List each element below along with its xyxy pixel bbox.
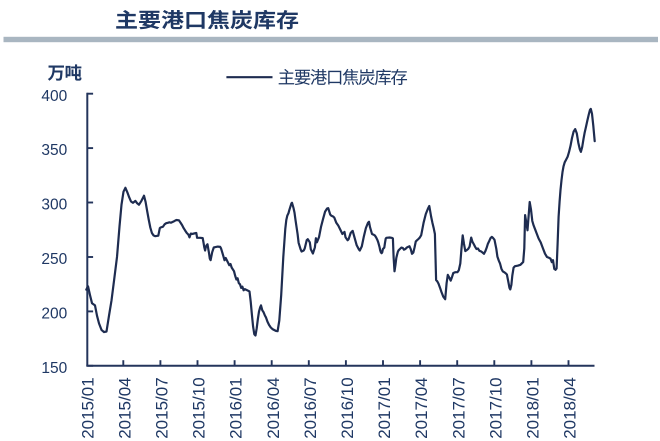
svg-text:200: 200 [41, 305, 67, 322]
svg-text:2017/10: 2017/10 [486, 377, 505, 438]
svg-text:2018/04: 2018/04 [561, 377, 580, 438]
svg-text:2015/01: 2015/01 [78, 377, 97, 438]
svg-text:2017/04: 2017/04 [412, 377, 431, 438]
svg-text:150: 150 [41, 360, 67, 377]
svg-text:2017/01: 2017/01 [375, 377, 394, 438]
svg-text:300: 300 [41, 197, 67, 214]
svg-text:2015/04: 2015/04 [115, 377, 134, 438]
svg-text:2015/10: 2015/10 [190, 377, 209, 438]
svg-text:400: 400 [41, 88, 67, 105]
svg-text:2015/07: 2015/07 [153, 377, 172, 438]
svg-text:2018/01: 2018/01 [524, 377, 543, 438]
svg-text:350: 350 [41, 142, 67, 159]
svg-text:2017/07: 2017/07 [449, 377, 468, 438]
svg-text:250: 250 [41, 251, 67, 268]
svg-text:2016/10: 2016/10 [338, 377, 357, 438]
svg-text:2016/07: 2016/07 [301, 377, 320, 438]
svg-text:2016/04: 2016/04 [264, 377, 283, 438]
svg-text:2016/01: 2016/01 [227, 377, 246, 438]
